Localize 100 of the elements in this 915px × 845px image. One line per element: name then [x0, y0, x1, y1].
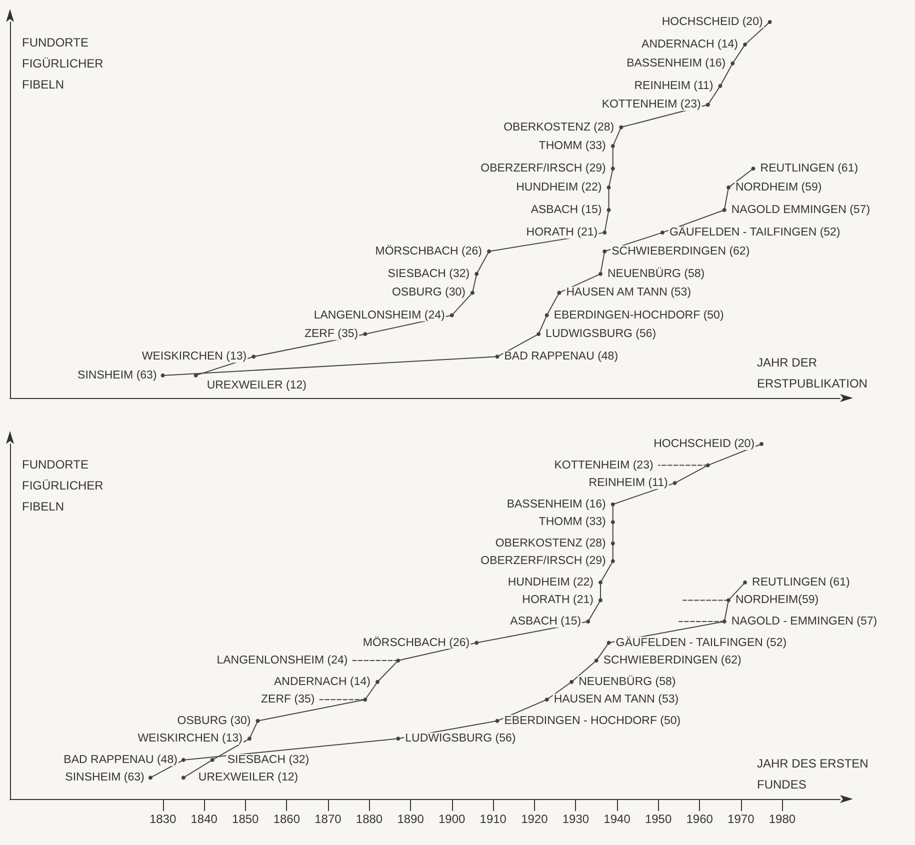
annotation: UREXWEILER (12)	[206, 379, 307, 392]
y-axis-title: FUNDORTE FIGÜRLICHER FIBELN	[22, 36, 107, 92]
x-tick-label: 1850	[232, 812, 260, 826]
annotation: REUTLINGEN (61)	[752, 576, 850, 588]
annotation: SCHWIEBERDINGEN (62)	[603, 654, 742, 667]
annotation: HAUSEN AM TANN (53)	[566, 286, 692, 299]
annotation: BAD RAPPENAU (48)	[504, 350, 618, 363]
annotation: NORDHEIM (59)	[736, 181, 822, 194]
point	[557, 290, 562, 295]
x-tick-label: 1890	[397, 812, 424, 826]
point	[474, 272, 479, 276]
annotation: OBERZERF/IRSCH (29)	[480, 162, 606, 175]
point	[606, 640, 611, 645]
point	[194, 373, 198, 378]
annotation: UREXWEILER (12)	[198, 772, 298, 784]
annotation: OSBURG (30)	[177, 714, 251, 727]
point	[210, 758, 214, 762]
point	[470, 290, 474, 295]
annotation: OBERZERF/IRSCH (29)	[480, 555, 606, 568]
annotation: MÖRSCHBACH (26)	[362, 636, 470, 649]
annotation: HOCHSCHEID (20)	[654, 438, 755, 450]
point	[396, 736, 400, 741]
point	[495, 354, 500, 359]
point	[396, 658, 400, 663]
x-tick-label: 1930	[562, 812, 590, 826]
annotation: SIESBACH (32)	[388, 268, 470, 280]
annotation: BASSENHEIM (16)	[626, 57, 726, 70]
x-tick-label: 1960	[686, 812, 714, 826]
x-tick-label: 1880	[356, 812, 383, 826]
point	[160, 373, 165, 378]
point	[252, 354, 256, 359]
point	[760, 442, 764, 446]
point	[610, 520, 615, 524]
point	[610, 144, 615, 148]
annotation: ANDERNACH (14)	[642, 38, 738, 51]
point	[376, 680, 380, 684]
annotation: HUNDHEIM (22)	[508, 576, 594, 588]
annotation: ZERF (35)	[304, 328, 358, 340]
annotation: GÄUFELDEN - TAILFINGEN (52)	[616, 636, 787, 649]
x-tick-label: 1860	[273, 812, 300, 826]
annotation: THOMM (33)	[538, 140, 606, 152]
point	[602, 230, 607, 235]
point	[570, 680, 574, 684]
annotation: NEUENBÜRG (58)	[607, 266, 705, 280]
annotation: THOMM (33)	[538, 516, 606, 528]
annotation: WEISKIRCHEN (13)	[142, 350, 247, 363]
point	[730, 61, 735, 66]
annotation: HORATH (21)	[526, 226, 598, 239]
annotation: LANGENLONSHEIM (24)	[314, 309, 445, 322]
x-tick-label: 1870	[314, 812, 342, 826]
point	[256, 718, 260, 723]
annotation: NAGOLD EMMINGEN (57)	[731, 204, 870, 216]
point	[610, 502, 615, 506]
point	[248, 736, 252, 741]
point	[544, 313, 549, 318]
annotation: BASSENHEIM (16)	[506, 498, 606, 510]
annotation: LANGENLONSHEIM (24)	[216, 654, 348, 667]
point	[619, 125, 624, 130]
annotation: WEISKIRCHEN (13)	[138, 732, 243, 745]
annotation: HUNDHEIM (22)	[516, 181, 602, 194]
point	[181, 776, 186, 780]
point	[544, 698, 549, 702]
annotation: OSBURG (30)	[392, 286, 466, 299]
x-tick-label: 1830	[149, 812, 176, 826]
point	[606, 208, 611, 212]
annotation: OBERKOSTENZ (28)	[504, 121, 614, 134]
point	[722, 208, 726, 212]
point	[610, 166, 615, 171]
annotation: NEUENBÜRG (58)	[578, 674, 676, 688]
x-tick-label: 1980	[768, 812, 796, 826]
point	[606, 185, 611, 190]
x-tick-label: 1970	[728, 812, 755, 826]
annotation: ZERF (35)	[261, 694, 315, 706]
x-axis-title: JAHR DER ERSTPUBLIKATION	[757, 356, 868, 390]
annotation: REINHEIM (11)	[634, 80, 714, 92]
point	[660, 230, 664, 235]
annotation: NORDHEIM(59)	[736, 594, 819, 606]
annotation: LUDWIGSBURG (56)	[405, 732, 516, 745]
point	[672, 481, 677, 486]
annotation: BAD RAPPENAU (48)	[64, 754, 178, 766]
point	[706, 102, 710, 107]
point	[594, 658, 598, 663]
annotation: MÖRSCHBACH (26)	[375, 244, 482, 258]
point	[706, 463, 710, 468]
x-tick-label: 1840	[190, 812, 218, 826]
point	[743, 42, 748, 47]
annotation: KOTTENHEIM (23)	[554, 459, 654, 472]
annotation: SIESBACH (32)	[227, 754, 310, 766]
point	[495, 718, 500, 723]
point	[598, 272, 602, 276]
point	[598, 598, 602, 602]
annotation: SINSHEIM (63)	[78, 369, 157, 382]
annotation: REUTLINGEN (61)	[760, 162, 858, 175]
x-axis-title: JAHR DES ERSTEN FUNDES	[757, 756, 872, 792]
point	[610, 541, 615, 546]
annotation: HOCHSCHEID (20)	[662, 16, 763, 28]
annotation: SINSHEIM (63)	[65, 772, 145, 784]
annotation: EBERDINGEN - HOCHDORF (50)	[504, 714, 681, 727]
annotation: KOTTENHEIM (23)	[602, 98, 702, 111]
point	[536, 332, 541, 336]
